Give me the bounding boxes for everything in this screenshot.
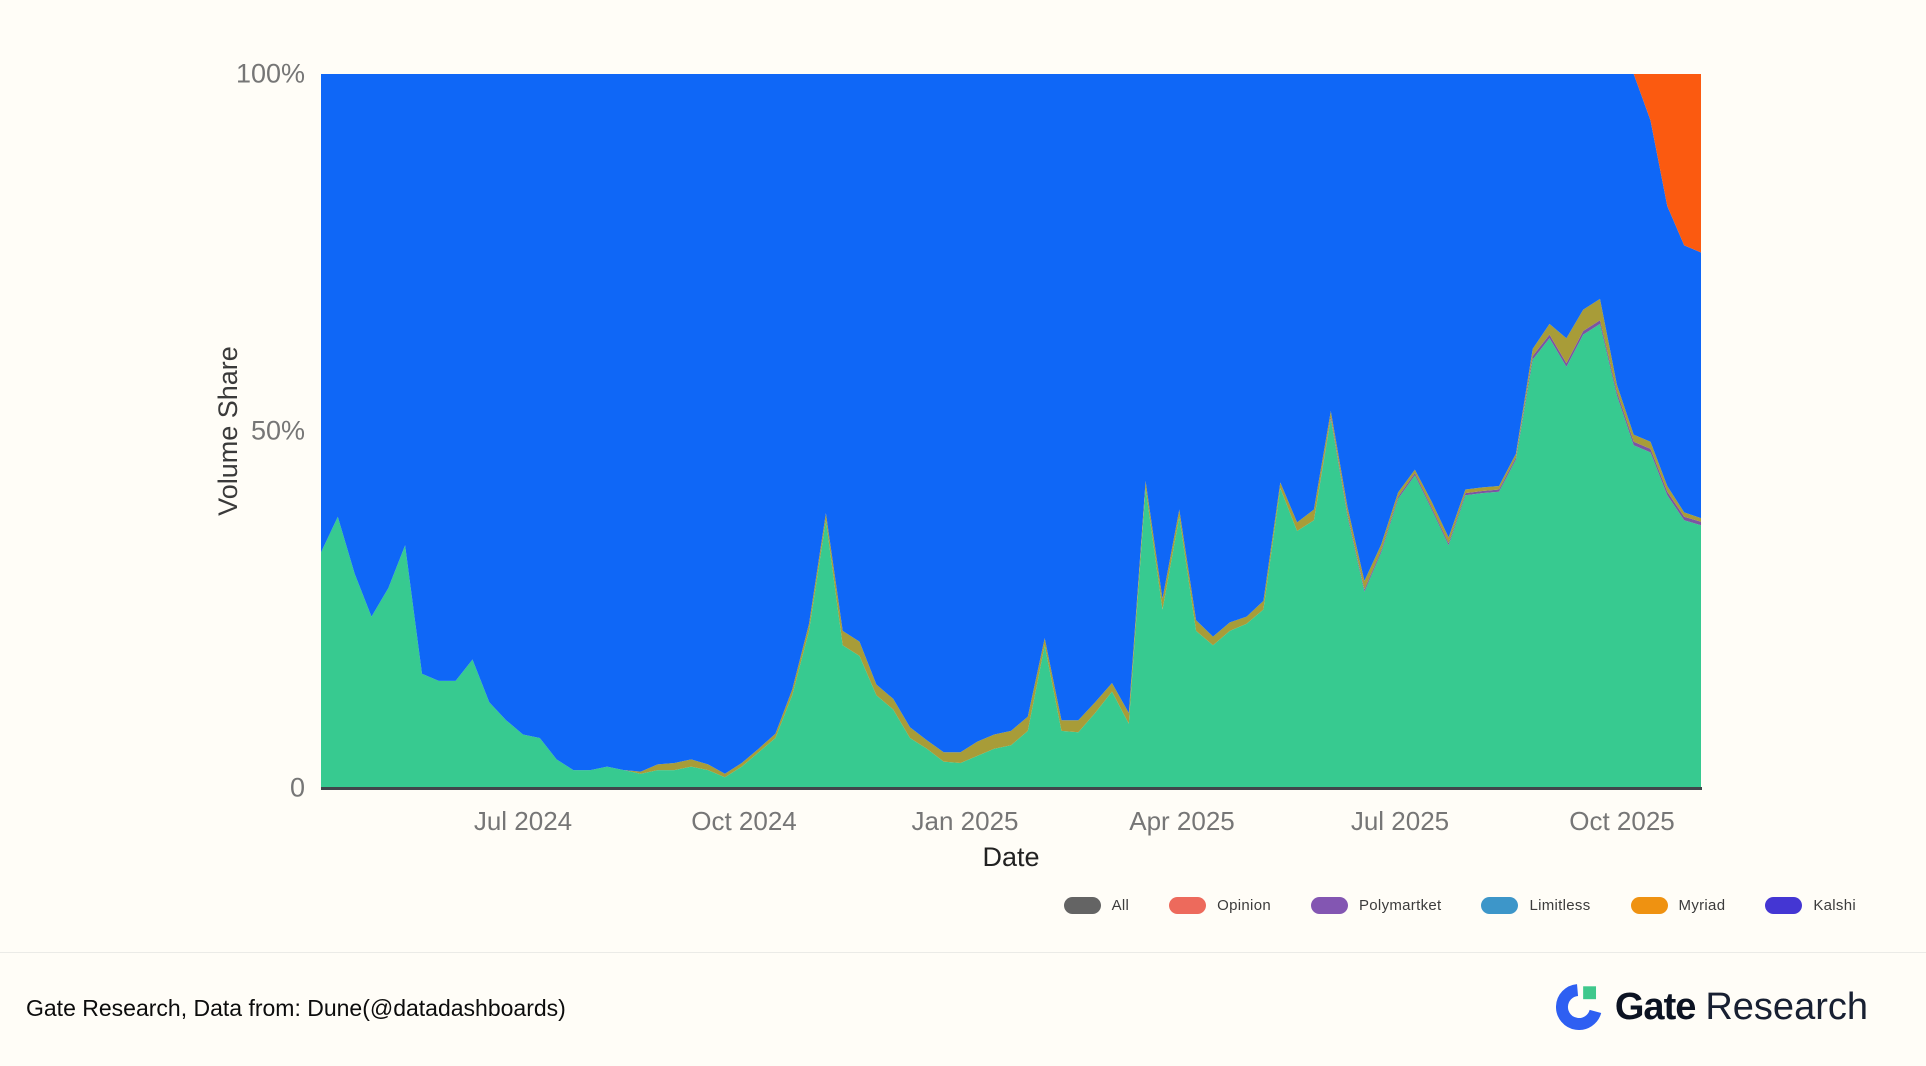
area-myriad <box>321 298 1701 778</box>
x-tick-jan-2025: Jan 2025 <box>911 806 1019 836</box>
gate-logo-icon <box>1555 984 1602 1030</box>
footer-divider <box>0 952 1926 953</box>
legend-label: Opinion <box>1217 897 1271 914</box>
legend-swatch-kalshi <box>1765 897 1803 914</box>
y-tick-50pct: 50% <box>250 415 305 446</box>
logo-text-gate: Gate <box>1614 985 1696 1028</box>
legend-label: All <box>1111 897 1130 914</box>
legend-swatch-opinion <box>1169 897 1207 914</box>
legend-label: Myriad <box>1678 897 1726 914</box>
legend-swatch-all <box>1063 897 1101 914</box>
x-tick-jul-2025: Jul 2025 <box>1350 806 1450 836</box>
x-tick-jul-2024: Jul 2024 <box>473 806 573 836</box>
legend-item-all[interactable]: All <box>1063 897 1130 914</box>
source-attribution: Gate Research, Data from: Dune(@datadash… <box>26 995 566 1021</box>
legend-label: Kalshi <box>1813 897 1856 914</box>
y-tick-100pct: 100% <box>235 58 305 89</box>
y-tick-0: 0 <box>289 772 305 803</box>
logo-text-research: Research <box>1705 985 1868 1028</box>
stacked-area-plot <box>321 74 1701 788</box>
legend-item-kalshi[interactable]: Kalshi <box>1765 897 1856 914</box>
legend-item-limitless[interactable]: Limitless <box>1481 897 1590 914</box>
legend-swatch-myriad <box>1630 897 1668 914</box>
area-polymarket <box>321 74 1701 774</box>
y-axis-title: Volume Share <box>212 346 243 516</box>
x-tick-apr-2025: Apr 2025 <box>1129 806 1235 836</box>
x-axis-title: Date <box>982 842 1040 872</box>
legend-item-opinion[interactable]: Opinion <box>1169 897 1271 914</box>
legend-item-myriad[interactable]: Myriad <box>1630 897 1726 914</box>
gate-research-logo: Gate Research <box>1555 982 1868 1032</box>
legend-item-polymartket[interactable]: Polymartket <box>1310 897 1442 914</box>
legend-swatch-polymartket <box>1310 897 1348 914</box>
legend-label: Polymartket <box>1358 897 1442 914</box>
legend-swatch-limitless <box>1481 897 1519 914</box>
x-tick-oct-2025: Oct 2025 <box>1569 806 1675 836</box>
legend-label: Limitless <box>1529 897 1591 914</box>
x-axis-line <box>321 787 1702 790</box>
legend: All Opinion Polymartket Limitless Myriad Kals… <box>1063 897 1856 914</box>
area-kalshi <box>321 323 1701 788</box>
x-tick-oct-2024: Oct 2024 <box>691 806 797 836</box>
